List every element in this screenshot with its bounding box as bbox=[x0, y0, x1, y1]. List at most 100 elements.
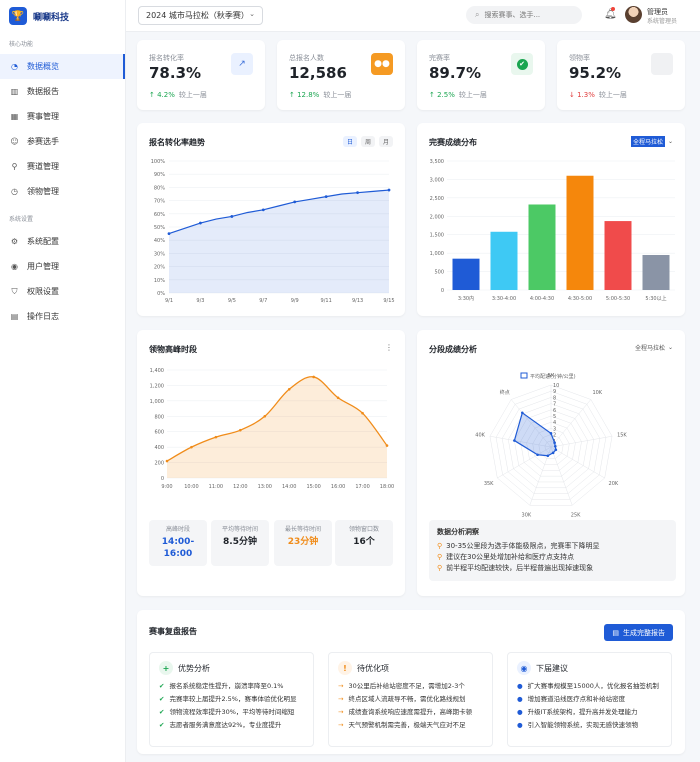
x-tick-label: 13:00 bbox=[258, 484, 272, 490]
insight-item: ⚲ 30-35公里段为选手体能极限点，完赛率下降明显 bbox=[437, 541, 668, 552]
x-tick-label: 3:30-4:00 bbox=[492, 296, 516, 302]
stat-card: 完赛率 89.7% ↑ 2.5% 较上一届 ✔ bbox=[417, 40, 545, 110]
section-item: → 天气预警机制需完善，极端天气应对不足 bbox=[338, 719, 483, 732]
section-badge-icon: ! bbox=[338, 661, 352, 675]
sidebar-item-logs[interactable]: ▤ 操作日志 bbox=[0, 304, 125, 329]
section-item: ✔ 志愿者服务满意度达92%，专业度提升 bbox=[159, 719, 304, 732]
radar-spoke bbox=[550, 435, 613, 448]
trend-compare: 较上一届 bbox=[323, 91, 352, 99]
radar-grid bbox=[538, 434, 564, 459]
x-tick-label: 18:00 bbox=[380, 484, 394, 490]
x-tick-label: 16:00 bbox=[331, 484, 345, 490]
trend-line-chart: 0% 10% 20% 30% 40% 50% 60% 70% 80% 90% 100% 9/1 9/3 9… bbox=[151, 159, 395, 304]
section-header: ◉ 下届建议 bbox=[517, 661, 662, 675]
y-tick-label: 50% bbox=[154, 225, 165, 231]
search-input[interactable] bbox=[484, 11, 565, 19]
bullet-icon: ● bbox=[517, 708, 523, 716]
sidebar-item-permissions[interactable]: ⛉ 权限设置 bbox=[0, 279, 125, 304]
y-tick-label: 1,000 bbox=[150, 399, 164, 405]
generate-report-button[interactable]: ▤ 生成完整报告 bbox=[604, 624, 673, 641]
peak-card: 领物高峰时段 ⋮ 0 200 400 600 800 1,000 1,200 1,400 9:0… bbox=[137, 330, 405, 596]
check-circle-icon: ✔ bbox=[511, 53, 533, 75]
bullet-icon: → bbox=[338, 695, 344, 703]
radar-tick-label: 8 bbox=[553, 395, 556, 401]
sidebar-item-reports[interactable]: ▥ 数据报告 bbox=[0, 79, 125, 104]
season-select[interactable]: 2024 城市马拉松（秋季赛） ⌄ bbox=[138, 6, 263, 25]
nav-group-core: 核心功能 ◔ 数据概览 ▥ 数据报告 ▦ 赛事管理 ☺ 参赛选手 ⚲ 赛道管理 ◷ 领物管理 bbox=[0, 32, 125, 204]
radar-spoke bbox=[550, 446, 573, 506]
bullet-icon: ● bbox=[517, 682, 523, 690]
trend-area bbox=[169, 190, 389, 293]
sidebar-item-events[interactable]: ▦ 赛事管理 bbox=[0, 104, 125, 129]
radar-point bbox=[554, 448, 558, 452]
x-tick-label: 9/1 bbox=[165, 298, 173, 304]
sidebar-item-pickup[interactable]: ◷ 领物管理 bbox=[0, 179, 125, 204]
y-tick-label: 10% bbox=[154, 278, 165, 284]
avatar[interactable] bbox=[625, 6, 642, 23]
more-icon[interactable]: ⋮ bbox=[385, 343, 393, 352]
y-tick-label: 60% bbox=[154, 212, 165, 218]
trend-point bbox=[261, 208, 265, 212]
trend-point bbox=[387, 188, 391, 192]
tab-day[interactable]: 日 bbox=[343, 136, 357, 147]
x-tick-label: 3:30内 bbox=[458, 295, 474, 302]
y-tick-label: 2,500 bbox=[430, 196, 444, 202]
bullet-icon: ✔ bbox=[159, 721, 165, 729]
sidebar-item-users[interactable]: ◉ 用户管理 bbox=[0, 254, 125, 279]
y-tick-label: 70% bbox=[154, 199, 165, 205]
x-tick-label: 9/15 bbox=[383, 298, 394, 304]
card-title: 赛事复盘报告 bbox=[149, 627, 197, 636]
card-title: 领物高峰时段 bbox=[149, 345, 197, 354]
tab-week[interactable]: 周 bbox=[361, 136, 375, 147]
sidebar-item-runners[interactable]: ☺ 参赛选手 bbox=[0, 129, 125, 154]
distance-select-value: 全程马拉松 bbox=[634, 345, 665, 352]
split-card: 分段成绩分析 全程马拉松⌄ 平均配速(分钟/公里)123456789105K10… bbox=[417, 330, 685, 596]
tab-month[interactable]: 月 bbox=[379, 136, 393, 147]
peak-area-chart: 0 200 400 600 800 1,000 1,200 1,400 9:00 10:00 11:… bbox=[150, 368, 395, 490]
x-tick-label: 9/11 bbox=[321, 298, 332, 304]
sidebar-item-config[interactable]: ⚙ 系统配置 bbox=[0, 229, 125, 254]
users-icon: ●● bbox=[371, 53, 393, 75]
radar-tick-label: 9 bbox=[553, 389, 556, 395]
section-item: → 成绩查询系统响应速度需提升，高峰期卡顿 bbox=[338, 706, 483, 719]
sidebar-item-routes[interactable]: ⚲ 赛道管理 bbox=[0, 154, 125, 179]
radar-grid bbox=[514, 409, 588, 483]
stat-trend: ↑ 4.2% 较上一届 bbox=[149, 90, 207, 100]
x-tick-label: 11:00 bbox=[209, 484, 223, 490]
bell-icon[interactable]: 🔔︎ bbox=[604, 9, 617, 20]
app-logo[interactable]: 🏆 唰唰科技 bbox=[0, 0, 125, 32]
distance-select[interactable]: 全程马拉松 ⌄ bbox=[635, 343, 673, 352]
stat-card: 报名转化率 78.3% ↑ 4.2% 较上一届 ↗ bbox=[137, 40, 265, 110]
stat-value: 8.5分钟 bbox=[223, 537, 257, 547]
stat-label: 平均等待时间 bbox=[221, 526, 258, 533]
peak-line bbox=[166, 376, 388, 462]
section-badge-icon: ◉ bbox=[517, 661, 531, 675]
stat-value: 95.2% bbox=[569, 64, 622, 82]
radar-grid bbox=[507, 403, 595, 489]
peak-point bbox=[287, 387, 291, 391]
radar-axis-label: 40K bbox=[475, 432, 485, 438]
section-item-text: 引入智能领物系统，实现无感快速领物 bbox=[527, 721, 639, 729]
sidebar-item-label: 赛事管理 bbox=[27, 112, 59, 121]
radar-tick-label: 3 bbox=[553, 426, 556, 432]
gear-icon: ⚙ bbox=[10, 237, 19, 246]
distance-select[interactable]: 全程马拉松 ⌄ bbox=[630, 136, 673, 147]
trend-compare: 较上一届 bbox=[598, 91, 627, 99]
radar-spoke bbox=[550, 446, 605, 479]
insight-panel: 数据分析洞察 ⚲ 30-35公里段为选手体能极限点，完赛率下降明显 ⚲ 建议在30公… bbox=[429, 520, 676, 581]
nav-group-label: 核心功能 bbox=[9, 41, 34, 48]
sidebar: 🏆 唰唰科技 核心功能 ◔ 数据概览 ▥ 数据报告 ▦ 赛事管理 ☺ 参赛选手 ⚲ 赛道管… bbox=[0, 0, 126, 762]
nav-group-system: 系统设置 ⚙ 系统配置 ◉ 用户管理 ⛉ 权限设置 ▤ 操作日志 bbox=[0, 204, 125, 329]
radar-spoke bbox=[497, 446, 552, 479]
y-tick-label: 30% bbox=[154, 251, 165, 257]
sidebar-item-overview[interactable]: ◔ 数据概览 bbox=[0, 54, 125, 79]
insight-item: ⚲ 前半程平均配速较快，后半程普遍出现掉速现象 bbox=[437, 563, 668, 574]
season-select-value: 2024 城市马拉松（秋季赛） bbox=[146, 11, 249, 20]
section-item-text: 报名系统稳定性提升，崩溃率降至0.1% bbox=[169, 682, 284, 690]
search-box: ⌕ bbox=[466, 6, 582, 24]
card-title: 分段成绩分析 bbox=[429, 345, 477, 354]
radar-tick-label: 6 bbox=[553, 408, 556, 414]
x-tick-label: 9/5 bbox=[228, 298, 236, 304]
trend-point bbox=[356, 191, 359, 195]
x-tick-label: 14:00 bbox=[282, 484, 296, 490]
